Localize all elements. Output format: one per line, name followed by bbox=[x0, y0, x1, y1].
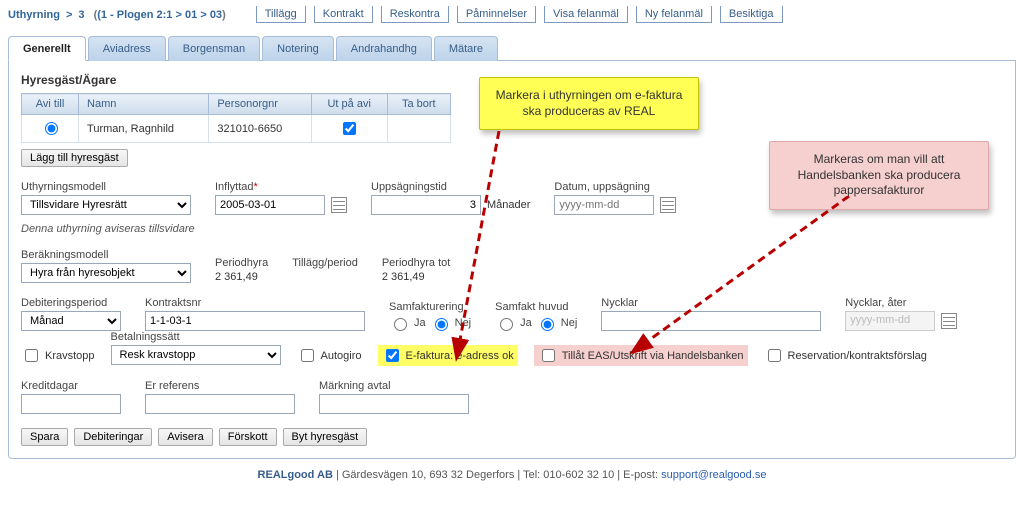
reserv-check[interactable] bbox=[768, 349, 781, 362]
cell-pnr: 321010-6650 bbox=[209, 115, 312, 143]
kred-label: Kreditdagar bbox=[21, 380, 121, 392]
tab-andrahandhg[interactable]: Andrahandhg bbox=[336, 36, 432, 61]
main-tabs: GenerelltAviadressBorgensmanNoteringAndr… bbox=[8, 35, 1016, 61]
debper-label: Debiteringsperiod bbox=[21, 297, 121, 309]
breadcrumb: Uthyrning > 3 ((1 - Plogen 2:1 > 01 > 03… bbox=[8, 4, 1016, 29]
periodtot-label: Periodhyra tot bbox=[382, 257, 450, 269]
col-personorgnr: Personorgnr bbox=[209, 94, 312, 115]
samfakt-nej[interactable] bbox=[435, 318, 448, 331]
erref-input[interactable] bbox=[145, 394, 295, 414]
avisera-button[interactable]: Avisera bbox=[158, 428, 212, 446]
datumups-input[interactable] bbox=[554, 195, 654, 215]
debiteringar-button[interactable]: Debiteringar bbox=[74, 428, 152, 446]
cell-remove bbox=[387, 115, 450, 143]
utpaavi-check[interactable] bbox=[343, 122, 356, 135]
nycklar-ater-input: yyyy-mm-dd bbox=[845, 311, 935, 331]
upps-unit: Månader bbox=[487, 199, 530, 211]
col-avi-till: Avi till bbox=[22, 94, 79, 115]
kontr-label: Kontraktsnr bbox=[145, 297, 365, 309]
erref-label: Er referens bbox=[145, 380, 295, 392]
action-bar: Spara Debiteringar Avisera Förskott Byt hyre… bbox=[21, 428, 1003, 446]
mini-tab-visa-felanmäl[interactable]: Visa felanmäl bbox=[544, 6, 628, 23]
nycklar-label: Nycklar bbox=[601, 297, 821, 309]
period-label: Periodhyra bbox=[215, 257, 268, 269]
calendar-icon[interactable] bbox=[660, 197, 676, 213]
autogiro-check[interactable] bbox=[301, 349, 314, 362]
autogiro-label: Autogiro bbox=[321, 350, 362, 362]
footer-company: REALgood AB bbox=[258, 469, 333, 481]
eas-check[interactable] bbox=[542, 349, 555, 362]
crumb-sep: > bbox=[66, 9, 72, 21]
eas-label: Tillåt EAS/Utskrift via Handelsbanken bbox=[562, 350, 744, 362]
mini-tab-tillägg[interactable]: Tillägg bbox=[256, 6, 306, 23]
col-namn: Namn bbox=[79, 94, 209, 115]
model-label: Uthyrningsmodell bbox=[21, 181, 191, 193]
betsatt-label: Betalningssätt bbox=[111, 331, 281, 343]
tenant-table: Avi tillNamnPersonorgnrUt på aviTa bort … bbox=[21, 93, 451, 143]
nycklar-ater-label: Nycklar, åter bbox=[845, 297, 957, 309]
mini-tab-påminnelser[interactable]: Påminnelser bbox=[457, 6, 536, 23]
förskott-button[interactable]: Förskott bbox=[219, 428, 277, 446]
markn-input[interactable] bbox=[319, 394, 469, 414]
col-ta-bort: Ta bort bbox=[387, 94, 450, 115]
kontr-input[interactable] bbox=[145, 311, 365, 331]
cell-namn: Turman, Ragnhild bbox=[79, 115, 209, 143]
crumb-open: ((1 - Plogen 2:1 > 01 > 03) bbox=[91, 9, 226, 21]
samhuvud-ja[interactable] bbox=[500, 318, 513, 331]
tillagg-label: Tillägg/period bbox=[292, 257, 358, 269]
debper-select[interactable]: Månad bbox=[21, 311, 121, 331]
kravstopp-label: Kravstopp bbox=[45, 350, 95, 362]
tab-mätare[interactable]: Mätare bbox=[434, 36, 498, 61]
periodtot-val: 2 361,49 bbox=[382, 271, 450, 283]
model-select[interactable]: Tillsvidare Hyresrätt bbox=[21, 195, 191, 215]
efaktura-check[interactable] bbox=[386, 349, 399, 362]
crumb-2[interactable]: 3 bbox=[78, 9, 84, 21]
berak-label: Beräkningsmodell bbox=[21, 249, 191, 261]
tab-aviadress[interactable]: Aviadress bbox=[88, 36, 166, 61]
table-row: Turman, Ragnhild 321010-6650 bbox=[22, 115, 451, 143]
tab-generellt[interactable]: Generellt bbox=[8, 36, 86, 61]
efaktura-label: E-faktura: e-adress ok bbox=[406, 350, 514, 362]
calendar-icon[interactable] bbox=[331, 197, 347, 213]
upps-label: Uppsägningstid bbox=[371, 181, 530, 193]
samfakt-ja[interactable] bbox=[394, 318, 407, 331]
crumb-root[interactable]: Uthyrning bbox=[8, 9, 60, 21]
mini-tab-kontrakt[interactable]: Kontrakt bbox=[314, 6, 373, 23]
kred-input[interactable] bbox=[21, 394, 121, 414]
inflyttad-label: Inflyttad* bbox=[215, 181, 347, 193]
kravstopp-check[interactable] bbox=[25, 349, 38, 362]
footer-email[interactable]: support@realgood.se bbox=[661, 469, 766, 481]
spara-button[interactable]: Spara bbox=[21, 428, 68, 446]
mini-tab-bar: Tillägg Kontrakt Reskontra Påminnelser Visa … bbox=[256, 6, 783, 23]
calendar-icon[interactable] bbox=[941, 313, 957, 329]
mini-tab-reskontra[interactable]: Reskontra bbox=[381, 6, 449, 23]
datumups-label: Datum, uppsägning bbox=[554, 181, 676, 193]
mini-tab-besiktiga[interactable]: Besiktiga bbox=[720, 6, 783, 23]
tab-notering[interactable]: Notering bbox=[262, 36, 334, 61]
berak-select[interactable]: Hyra från hyresobjekt bbox=[21, 263, 191, 283]
nycklar-input[interactable] bbox=[601, 311, 821, 331]
upps-input[interactable] bbox=[371, 195, 481, 215]
col-ut-på-avi: Ut på avi bbox=[311, 94, 387, 115]
period-val: 2 361,49 bbox=[215, 271, 268, 283]
mini-tab-ny-felanmäl[interactable]: Ny felanmäl bbox=[636, 6, 712, 23]
add-tenant-button[interactable]: Lägg till hyresgäst bbox=[21, 149, 128, 167]
betsatt-select[interactable]: Resk kravstopp bbox=[111, 345, 281, 365]
tillagg-val bbox=[292, 271, 358, 283]
samhuvud-label: Samfakt huvud bbox=[495, 301, 577, 313]
generellt-panel: Hyresgäst/Ägare Avi tillNamnPersonorgnrU… bbox=[8, 61, 1016, 459]
reserv-label: Reservation/kontraktsförslag bbox=[788, 350, 927, 362]
callout-pink: Markeras om man vill att Handelsbanken s… bbox=[769, 141, 989, 210]
avitill-radio[interactable] bbox=[45, 122, 58, 135]
footer-rest: | Gärdesvägen 10, 693 32 Degerfors | Tel… bbox=[333, 469, 661, 481]
markn-label: Märkning avtal bbox=[319, 380, 469, 392]
inflyttad-input[interactable] bbox=[215, 195, 325, 215]
footer: REALgood AB | Gärdesvägen 10, 693 32 Deg… bbox=[8, 459, 1016, 485]
samfakt-label: Samfakturering bbox=[389, 301, 471, 313]
avisering-note: Denna uthyrning aviseras tillsvidare bbox=[21, 223, 1003, 235]
samhuvud-nej[interactable] bbox=[541, 318, 554, 331]
callout-yellow: Markera i uthyrningen om e-faktura ska p… bbox=[479, 77, 699, 130]
tab-borgensman[interactable]: Borgensman bbox=[168, 36, 260, 61]
byt-hyresgäst-button[interactable]: Byt hyresgäst bbox=[283, 428, 368, 446]
